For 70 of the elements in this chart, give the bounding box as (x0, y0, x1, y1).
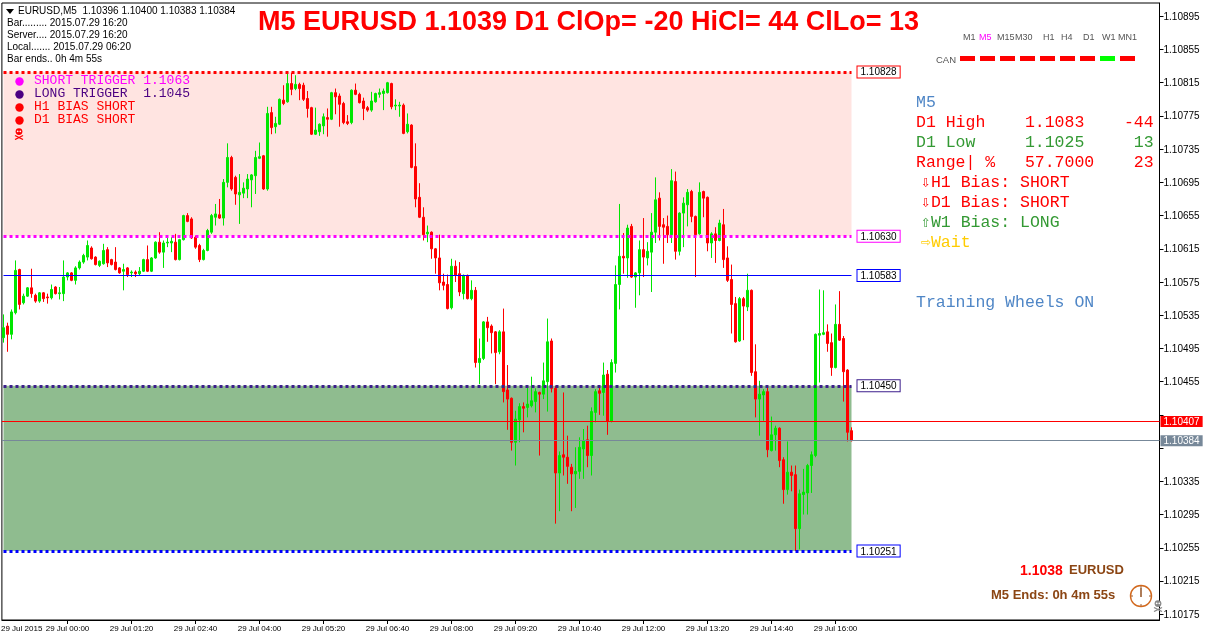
x-tick-label: 29 Jul 16:00 (813, 623, 858, 633)
x-tick-label: 29 Jul 12:00 (621, 623, 666, 633)
y-tick-label: 1.10655 (1163, 210, 1201, 222)
x-tick-label: 29 Jul 00:00 (45, 623, 90, 633)
y-tick-label: 1.10455 (1163, 376, 1201, 388)
annotation: Training Wheels ON (916, 293, 1095, 313)
annotation: Bar......... 2015.07.29 16:20 (7, 17, 128, 29)
annotation: D1 High 1.1083 -44 (916, 113, 1154, 133)
annotation: ⇨Wait (921, 233, 971, 253)
y-tick-label: 1.10495 (1163, 342, 1201, 354)
annotation: SHORT TRIGGER 1.1063 (34, 73, 191, 88)
ref-line-label: 1.10450 (860, 380, 898, 392)
y-tick-label: 1.10535 (1163, 309, 1201, 321)
x-tick-label: 29 Jul 02:40 (173, 623, 218, 633)
y-tick-label: 1.10855 (1163, 44, 1201, 55)
annotation: M30 (1015, 31, 1033, 43)
annotation: ⇩D1 Bias: SHORT (921, 193, 1070, 213)
x-tick-label: 29 Jul 05:20 (301, 623, 346, 633)
y-tick-label: 1.10255 (1163, 542, 1201, 554)
annotation: EURUSD,M5 1.10396 1.10400 1.10383 1.10384 (18, 5, 236, 17)
y-tick-label: 1.10175 (1163, 608, 1201, 620)
annotation: M1 (963, 31, 976, 43)
annotation: D1 BIAS SHORT (34, 112, 136, 128)
ref-line-label: 1.10384 (1163, 435, 1201, 447)
y-tick-label: 1.10895 (1163, 10, 1201, 22)
ref-line-label: 1.10251 (860, 545, 898, 557)
ref-line-label: 1.10630 (860, 230, 898, 242)
annotation: Bar ends.. 0h 4m 55s (7, 53, 103, 65)
annotation: D1 Low 1.1025 13 (916, 133, 1154, 153)
y-tick-label: 1.10735 (1163, 143, 1201, 155)
annotation: M5 Ends: 0h 4m 55s (991, 587, 1116, 603)
annotation: W1 (1102, 31, 1116, 43)
x-tick-label: 29 Jul 04:00 (237, 623, 282, 633)
x-tick-label: 29 Jul 01:20 (109, 623, 154, 633)
text: 29 Jul 2015 (1, 624, 43, 634)
annotation: CAN (936, 53, 957, 65)
y-tick-label: 1.10575 (1163, 276, 1201, 288)
y-tick-label: 1.10215 (1163, 575, 1201, 587)
annotation: H1 BIAS SHORT (34, 99, 136, 114)
annotation: 1.1038 (1020, 561, 1063, 579)
y-tick-label: 1.10815 (1163, 77, 1201, 89)
annotation: H4 (1061, 31, 1073, 43)
x-tick-label: 29 Jul 09:20 (493, 623, 538, 633)
ref-line-label: 1.10583 (860, 269, 898, 281)
x-tick-label: 29 Jul 10:40 (557, 623, 602, 633)
annotation: M5 (916, 93, 936, 113)
annotation: D1 (1083, 31, 1095, 43)
annotation: H1 (1043, 31, 1055, 43)
y-tick-label: 1.10615 (1163, 243, 1201, 255)
ref-line-label: 1.10828 (860, 66, 898, 78)
y-tick-label: 1.10695 (1163, 176, 1201, 188)
annotation: Range| % 57.7000 23 (916, 153, 1154, 173)
annotation: ⇩H1 Bias: SHORT (921, 173, 1070, 193)
x-tick-label: 29 Jul 14:40 (749, 623, 794, 633)
annotation: Server.... 2015.07.29 16:20 (7, 29, 128, 41)
y-tick-label: 1.10335 (1163, 475, 1201, 487)
annotation: MN1 (1118, 31, 1138, 43)
x-tick-label: 29 Jul 08:00 (429, 623, 474, 633)
annotation: ⇧W1 Bias: LONG (921, 213, 1060, 233)
annotation: EURUSD (1069, 562, 1124, 578)
annotation: Local....... 2015.07.29 06:20 (7, 41, 131, 53)
annotation: M15 (997, 31, 1015, 43)
x-tick-label: 29 Jul 13:20 (685, 623, 730, 633)
y-tick-label: 1.10295 (1163, 509, 1201, 521)
y-tick-label: 1.10775 (1163, 110, 1201, 122)
ref-line-label: 1.10407 (1163, 416, 1201, 428)
chart-title: M5 EURUSD 1.1039 D1 ClOp= -20 HiCl= 44 ClLo= 13 (258, 5, 919, 36)
x-tick-label: 29 Jul 06:40 (365, 623, 410, 633)
annotation: LONG TRIGGER 1.1045 (34, 86, 191, 101)
annotation: M5 (979, 31, 992, 43)
